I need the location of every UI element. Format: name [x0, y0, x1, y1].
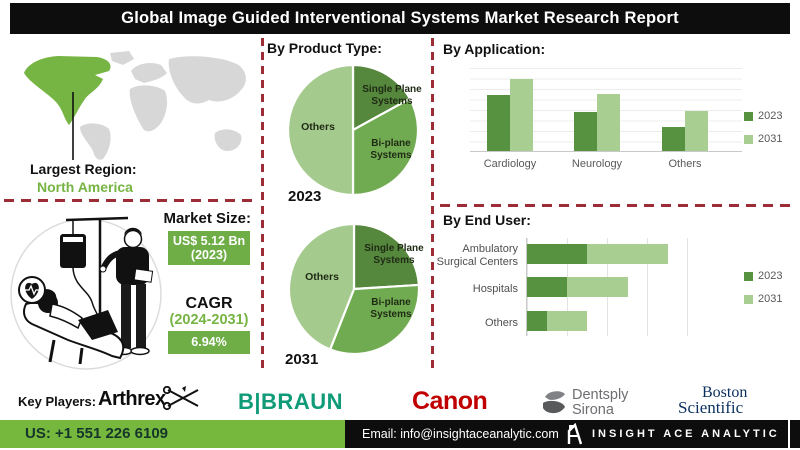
map-north-america-highlight	[24, 56, 111, 125]
logo-canon: Canon	[412, 387, 488, 415]
bar-others-2031	[547, 311, 588, 331]
app-legend-2023: 2023	[744, 110, 782, 122]
bar-others-2023	[527, 311, 548, 331]
bar-others-2023	[662, 127, 685, 151]
cagr-label: CAGR	[185, 295, 233, 312]
bar-hospitals-2031	[567, 277, 628, 297]
pie-2031-label-bi-plane: Bi-plane Systems	[370, 297, 412, 320]
footer-email: Email: info@insightaceanalytic.com	[362, 427, 559, 441]
app-category-cardiology: Cardiology	[483, 158, 537, 170]
cagr-period: (2024-2031)	[169, 312, 249, 328]
cagr-value: 6.94%	[168, 331, 250, 354]
largest-region-label: Largest Region:	[30, 161, 137, 177]
map-africa	[129, 85, 168, 132]
legend-label-2031: 2031	[758, 133, 783, 145]
footer-divider	[788, 420, 790, 448]
pie-2023-label-single-plane: Single Plane Systems	[362, 84, 422, 107]
market-size-label: Market Size:	[163, 210, 251, 227]
market-size-year: (2023)	[190, 248, 228, 262]
bar-hospitals-2023	[527, 277, 568, 297]
boston-line1: Boston	[702, 384, 748, 401]
legend-swatch-2023	[744, 111, 753, 121]
bar-cardiology-2031	[510, 79, 533, 151]
app-legend-2031: 2031	[744, 133, 782, 145]
pie-2031-label-single-plane: Single Plane Systems	[364, 243, 424, 266]
bar-neurology-2023	[574, 112, 597, 151]
pie-2023-label-bi-plane: Bi-plane Systems	[370, 138, 412, 161]
market-size-value-box: US$ 5.12 Bn (2023)	[168, 231, 250, 265]
eu-legend-2023: 2023	[744, 270, 782, 282]
dashed-separator-left	[4, 199, 256, 202]
map-asia	[168, 56, 246, 104]
dentsply-mark-icon	[543, 391, 565, 414]
eu-legend-2031: 2031	[744, 293, 782, 305]
eu-category-others: Others	[484, 317, 518, 329]
section-product-type: By Product Type:	[267, 40, 382, 56]
map-greenland	[110, 51, 134, 65]
bar-cardiology-2023	[487, 95, 510, 151]
boston-line2: Scientific	[678, 398, 744, 417]
application-bar-chart	[470, 68, 742, 152]
dashed-separator-col1	[261, 38, 264, 372]
map-australia	[214, 129, 242, 151]
logo-arthrex: Arthrex	[98, 386, 202, 412]
patient-doctor-illustration	[10, 216, 162, 370]
bar-ambulatory-2031	[587, 244, 668, 264]
pie-2031-year: 2031	[285, 351, 319, 368]
market-size-value: US$ 5.12 Bn	[172, 234, 246, 248]
pie-chart-2031	[287, 222, 421, 356]
bar-others-row	[527, 311, 588, 331]
app-category-others: Others	[668, 158, 702, 170]
arthrex-wordmark: Arthrex	[98, 387, 166, 410]
dashed-separator-right	[440, 204, 792, 207]
bar-ambulatory-2023	[527, 244, 588, 264]
bar-neurology-2031	[597, 94, 620, 151]
footer-brand: INSIGHT ACE ANALYTIC	[592, 428, 780, 440]
eu-legend-swatch-2023	[744, 271, 753, 281]
dentsply-line1: Dentsply	[572, 387, 629, 403]
app-category-neurology: Neurology	[571, 158, 623, 170]
largest-region-value: North America	[37, 179, 133, 195]
bar-ambulatory	[527, 244, 668, 264]
dashed-separator-col2	[431, 38, 434, 372]
legend-swatch-2031	[744, 134, 753, 144]
eu-category-hospitals: Hospitals	[472, 283, 518, 295]
section-end-user: By End User:	[443, 212, 531, 228]
eu-legend-swatch-2031	[744, 294, 753, 304]
logo-bbraun: B|BRAUN	[238, 389, 343, 414]
pie-2023-year: 2023	[288, 188, 322, 205]
eu-legend-label-2023: 2023	[758, 270, 783, 282]
world-map	[24, 51, 246, 160]
logo-boston-scientific: Boston Scientific	[678, 384, 748, 417]
pie-2023-label-others: Others	[301, 121, 335, 133]
pie-2031-label-others: Others	[305, 271, 339, 283]
key-players-label: Key Players:	[18, 394, 97, 409]
map-europe	[131, 63, 167, 83]
footer-phone-block	[0, 420, 345, 448]
end-user-bar-chart	[526, 238, 703, 336]
legend-label-2023: 2023	[758, 110, 783, 122]
bar-hospitals	[527, 277, 628, 297]
eu-legend-label-2031: 2031	[758, 293, 783, 305]
scissors-icon	[162, 386, 199, 411]
dentsply-wordmark: Dentsply Sirona	[572, 388, 628, 418]
logo-dentsply-sirona: Dentsply Sirona	[542, 388, 628, 418]
map-south-america	[80, 123, 111, 160]
eu-category-ambulatory: Ambulatory Surgical Centers	[436, 243, 518, 268]
pie-chart-2023	[286, 63, 420, 197]
report-title: Global Image Guided Interventional Syste…	[10, 3, 790, 34]
insight-ace-logo-icon	[567, 423, 583, 445]
section-application: By Application:	[443, 41, 546, 57]
footer-phone: US: +1 551 226 6109	[25, 425, 169, 442]
dentsply-line2: Sirona	[572, 402, 614, 418]
bar-others-2031	[685, 111, 708, 151]
